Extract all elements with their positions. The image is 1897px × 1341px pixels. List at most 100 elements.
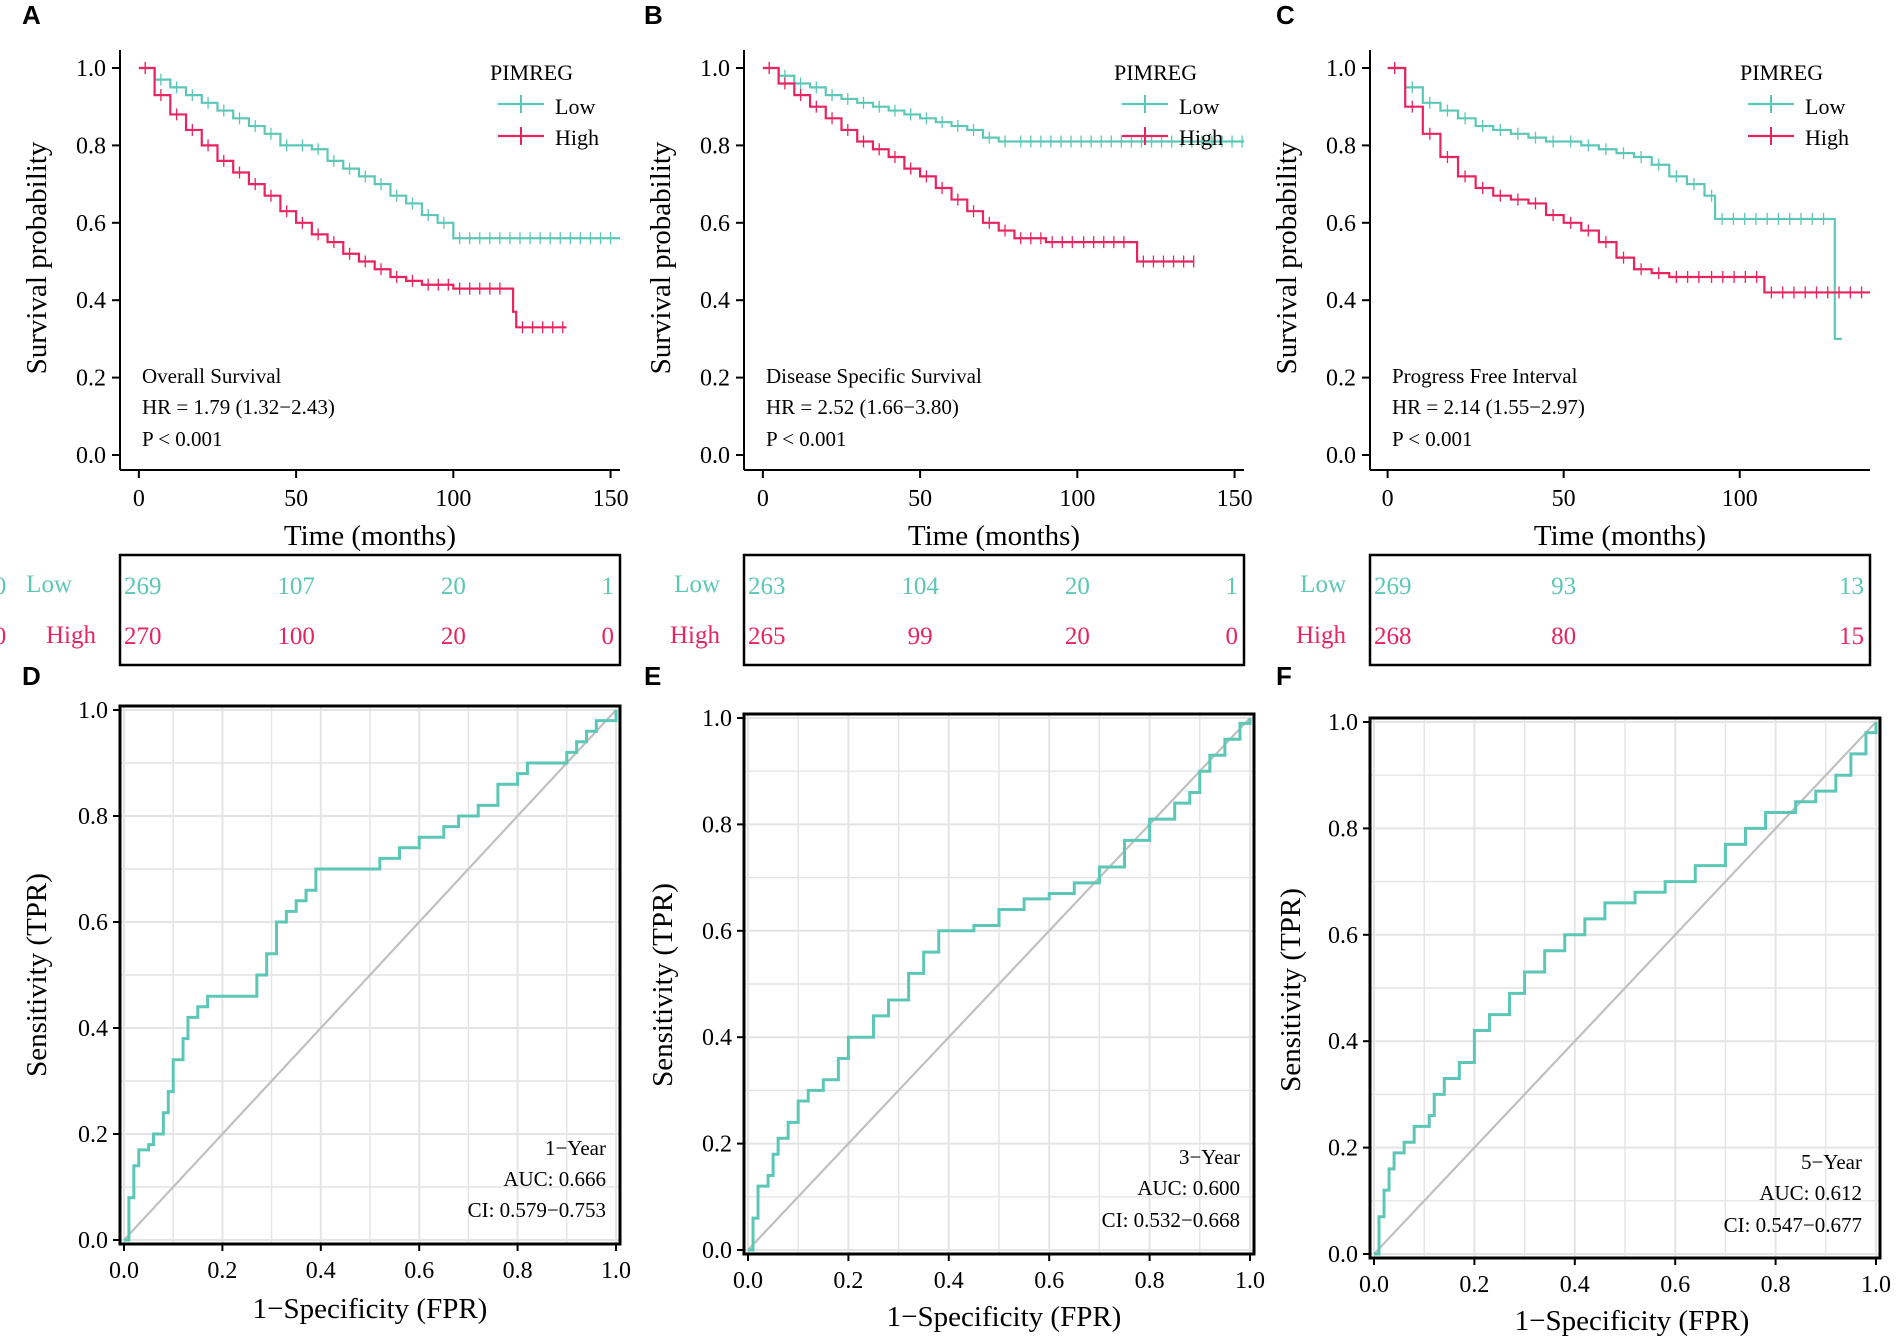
roc-timepoint-label: 3−Year <box>1179 1145 1240 1169</box>
y-tick-label: 0.0 <box>1328 1242 1358 1268</box>
x-tick-label: 0.2 <box>833 1268 863 1294</box>
y-tick-label: 0.0 <box>76 443 106 469</box>
y-tick-label: 0.8 <box>76 133 106 159</box>
roc-curve <box>1374 722 1878 1256</box>
y-tick-label: 0.6 <box>1326 211 1356 237</box>
x-tick-label: 100 <box>435 486 471 512</box>
risk-count-low: 0 <box>0 573 6 600</box>
x-tick-label: 0.8 <box>1761 1272 1791 1298</box>
y-tick-label: 0.4 <box>78 1016 108 1042</box>
km-y-axis-label: Survival probability <box>1271 141 1303 374</box>
panel-letter-f: F <box>1276 661 1292 691</box>
ci-text: CI: 0.532−0.668 <box>1102 1208 1240 1232</box>
risk-count-high: 20 <box>441 623 466 650</box>
x-tick-label: 150 <box>593 486 629 512</box>
ci-text: CI: 0.547−0.677 <box>1724 1213 1862 1237</box>
reference-diagonal <box>1373 721 1877 1255</box>
risk-table-border <box>118 553 622 667</box>
x-tick-label: 1.0 <box>601 1258 631 1284</box>
risk-table-border <box>742 553 1246 667</box>
risk-count-high: 99 <box>908 623 933 650</box>
y-tick-label: 0.4 <box>1326 288 1356 314</box>
y-tick-label: 0.4 <box>700 288 730 314</box>
x-tick-label: 0 <box>757 486 769 512</box>
hazard-ratio-text: HR = 2.14 (1.55−2.97) <box>1392 395 1585 419</box>
y-tick-label: 0.2 <box>700 366 730 392</box>
legend-low-label: Low <box>555 94 595 119</box>
risk-count-high: 268 <box>1374 623 1412 650</box>
km-plot-overall-survival: 0.0 0.2 0.4 0.6 0.8 1.0 0 50 100 150 Time (months… <box>21 50 629 667</box>
panel-letter-a: A <box>22 0 41 30</box>
hazard-ratio-text: HR = 1.79 (1.32−2.43) <box>142 395 335 419</box>
y-tick-label: 0.2 <box>1328 1136 1358 1162</box>
risk-count-high: 0 <box>1226 623 1239 650</box>
y-tick-label: 0.2 <box>78 1122 108 1148</box>
roc-plot-3-year: 0.0 0.2 0.4 0.6 0.8 1.0 0.0 0.2 0.4 0.6 0.8 1.0 1−S… <box>647 706 1265 1333</box>
risk-count-low: 107 <box>277 573 315 600</box>
y-tick-label: 0.2 <box>702 1132 732 1158</box>
p-value-text: P < 0.001 <box>766 427 847 451</box>
survival-curve-high <box>138 66 567 329</box>
risk-count-low: 263 <box>748 573 786 600</box>
risk-count-low: 93 <box>1551 573 1576 600</box>
x-tick-label: 50 <box>1552 486 1576 512</box>
y-tick-label: 1.0 <box>76 56 106 82</box>
roc-curve <box>124 710 618 1242</box>
x-tick-label: 150 <box>1217 486 1253 512</box>
roc-curves: 0.0 0.2 0.4 0.6 0.8 1.0 0.0 0.2 0.4 0.6 0.8 1.0 <box>78 698 631 1284</box>
legend-title: PIMREG <box>490 60 573 85</box>
y-tick-label: 0.8 <box>702 812 732 838</box>
x-tick-label: 50 <box>908 486 932 512</box>
y-tick-label: 0.8 <box>78 804 108 830</box>
km-x-axis-label: Time (months) <box>284 520 456 552</box>
y-tick-label: 1.0 <box>78 698 108 724</box>
roc-y-axis-label: Sensitivity (TPR) <box>647 883 679 1087</box>
x-tick-label: 0.6 <box>404 1258 434 1284</box>
x-tick-label: 0.2 <box>1459 1272 1489 1298</box>
y-tick-label: 0.2 <box>76 366 106 392</box>
risk-table-low-label: Low <box>674 571 720 598</box>
roc-y-axis-label: Sensitivity (TPR) <box>21 873 53 1077</box>
risk-count-low: 20 <box>1065 573 1090 600</box>
y-tick-label: 0.4 <box>76 288 106 314</box>
risk-count-high: 270 <box>124 623 162 650</box>
risk-table: 269 93 13 0 268 80 15 0 <box>0 553 1872 667</box>
risk-count-high: 0 <box>602 623 615 650</box>
risk-count-high: 0 <box>0 623 6 650</box>
x-tick-label: 0.0 <box>109 1258 139 1284</box>
survival-type-label: Progress Free Interval <box>1392 364 1578 388</box>
km-curves: 0.0 0.2 0.4 0.6 0.8 1.0 0 50 100 150 <box>76 50 629 512</box>
survival-curve-high <box>1387 66 1870 294</box>
legend-high-label: High <box>555 125 599 150</box>
risk-count-high: 265 <box>748 623 786 650</box>
roc-plot-5-year: 0.0 0.2 0.4 0.6 0.8 1.0 0.0 0.2 0.4 0.6 0.8 1.0 1−S… <box>1275 710 1891 1337</box>
x-tick-label: 1.0 <box>1235 1268 1265 1294</box>
risk-count-low: 1 <box>602 573 615 600</box>
y-tick-label: 0.4 <box>702 1025 732 1051</box>
survival-curve-low <box>762 66 1244 143</box>
survival-curve-low <box>1387 66 1842 340</box>
roc-y-axis-label: Sensitivity (TPR) <box>1275 888 1307 1092</box>
x-tick-label: 0.4 <box>306 1258 336 1284</box>
x-tick-label: 0 <box>1382 486 1394 512</box>
survival-curve-low <box>138 66 620 240</box>
km-y-axis-label: Survival probability <box>21 141 53 374</box>
y-tick-label: 0.6 <box>1328 923 1358 949</box>
roc-curves: 0.0 0.2 0.4 0.6 0.8 1.0 0.0 0.2 0.4 0.6 0.8 1.0 <box>702 706 1265 1294</box>
panel-letter-d: D <box>22 661 41 691</box>
x-tick-label: 0.8 <box>503 1258 533 1284</box>
survival-type-label: Overall Survival <box>142 364 282 388</box>
risk-table-high-label: High <box>46 622 97 649</box>
legend-low-label: Low <box>1179 94 1219 119</box>
legend-title: PIMREG <box>1740 60 1823 85</box>
x-tick-label: 0.6 <box>1034 1268 1064 1294</box>
ci-text: CI: 0.579−0.753 <box>468 1198 606 1222</box>
legend-title: PIMREG <box>1114 60 1197 85</box>
reference-diagonal <box>747 717 1251 1251</box>
risk-table: 269 107 20 1 270 100 20 0 <box>118 553 622 667</box>
y-tick-label: 0.6 <box>700 211 730 237</box>
auc-text: AUC: 0.612 <box>1759 1181 1862 1205</box>
y-tick-label: 1.0 <box>700 56 730 82</box>
panel-letter-c: C <box>1276 0 1295 30</box>
x-tick-label: 50 <box>284 486 308 512</box>
